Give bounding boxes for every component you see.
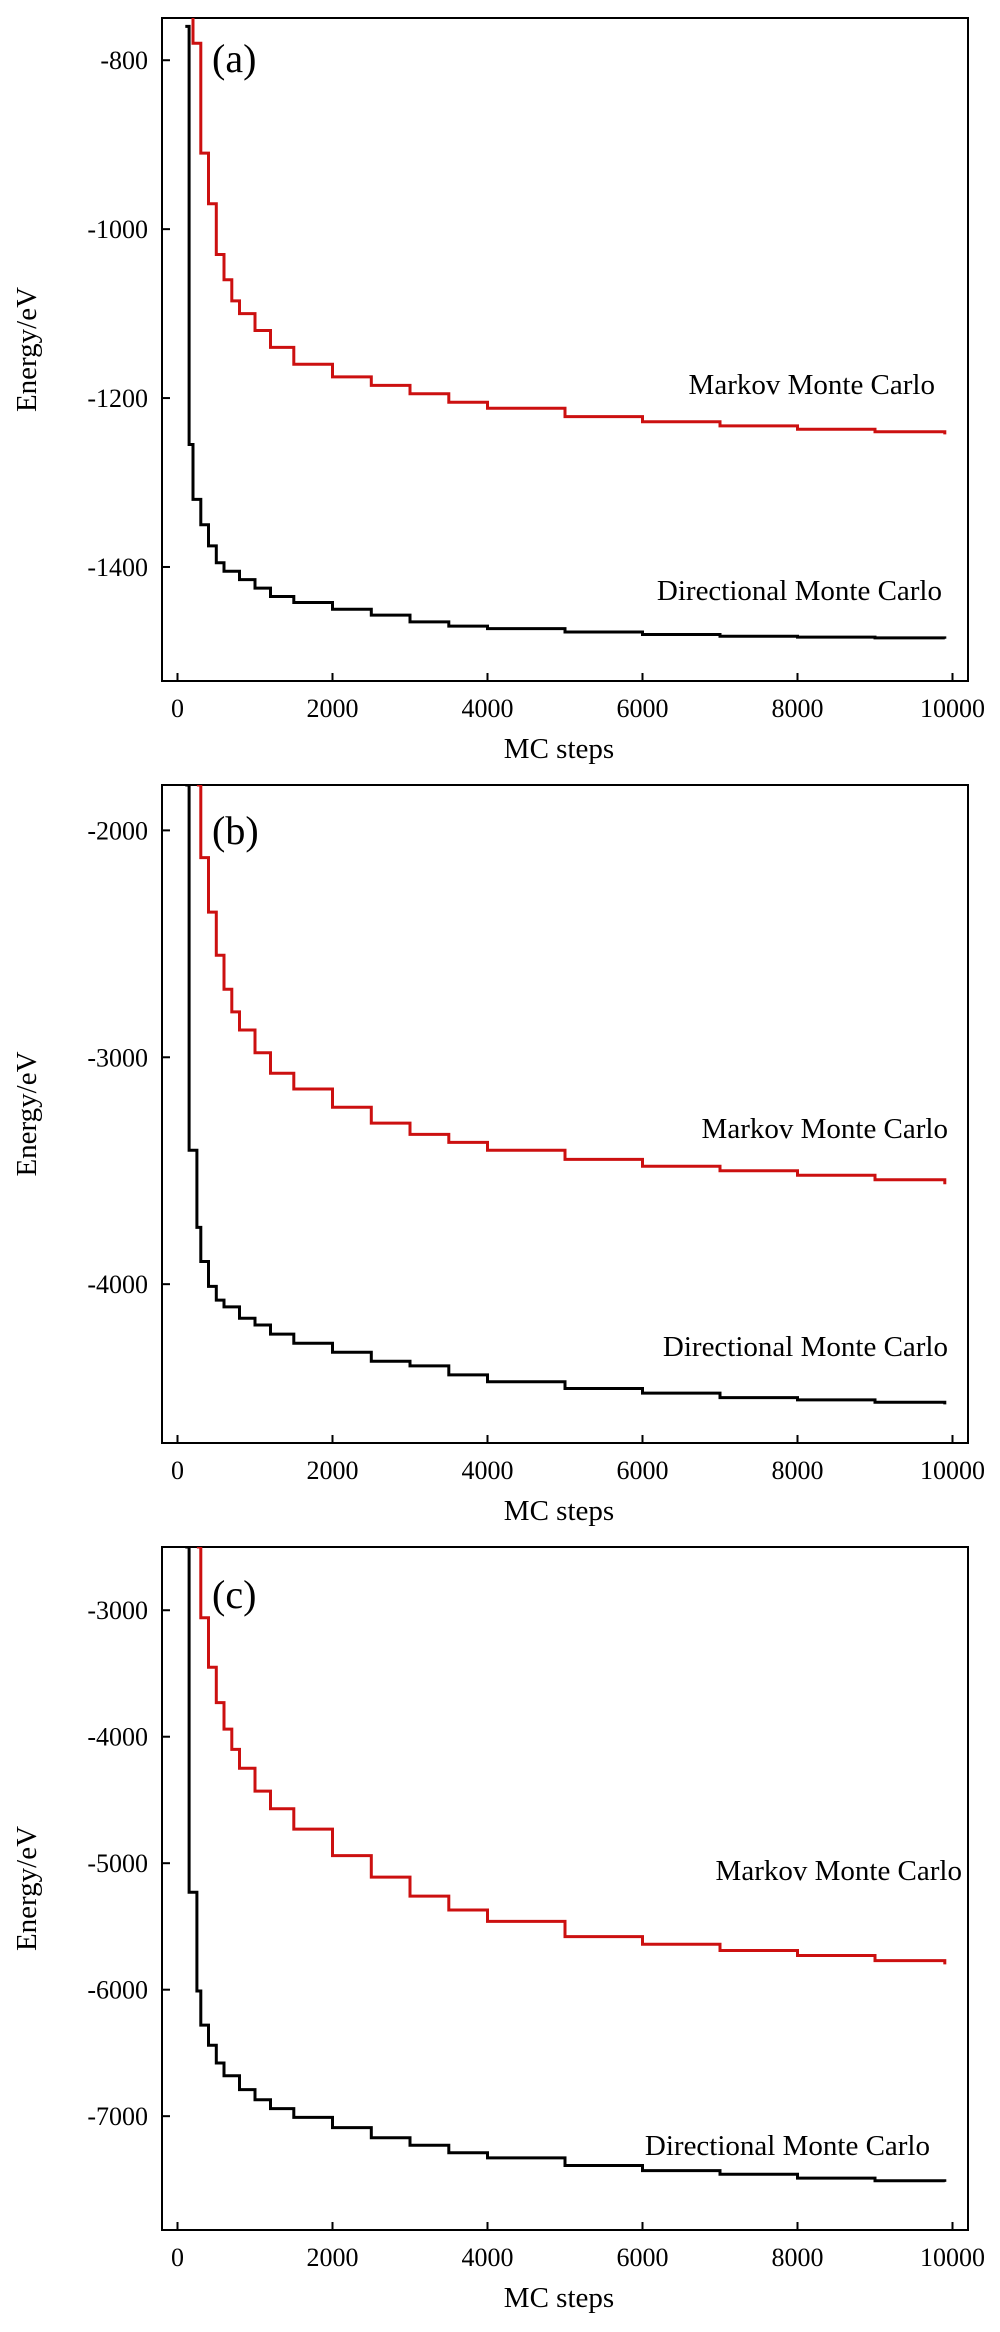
x-tick-label: 0 xyxy=(171,2243,184,2272)
series-label-markov: Markov Monte Carlo xyxy=(702,1113,948,1145)
y-tick-label: -6000 xyxy=(87,1976,148,2005)
series-label-directional: Directional Monte Carlo xyxy=(657,575,942,607)
x-tick-label: 2000 xyxy=(307,694,359,723)
y-tick-label: -1200 xyxy=(87,384,148,413)
y-tick-label: -2000 xyxy=(87,816,148,845)
plot-frame xyxy=(161,17,969,682)
y-tick-label: -5000 xyxy=(87,1849,148,1878)
x-tick-label: 8000 xyxy=(772,694,824,723)
panel-label: (a) xyxy=(212,36,256,81)
panel-label: (b) xyxy=(212,808,259,853)
y-tick-label: -4000 xyxy=(87,1723,148,1752)
y-tick-label: -7000 xyxy=(87,2102,148,2131)
series-line-directional xyxy=(185,785,947,1405)
panel-label: (c) xyxy=(212,1572,256,1617)
x-tick-label: 0 xyxy=(171,1456,184,1485)
series-label-markov: Markov Monte Carlo xyxy=(716,1855,962,1887)
x-tick-label: 2000 xyxy=(307,1456,359,1485)
y-tick-label: -800 xyxy=(100,46,148,75)
x-tick-label: 6000 xyxy=(617,694,669,723)
x-tick-label: 8000 xyxy=(772,1456,824,1485)
y-tick-label: -3000 xyxy=(87,1596,148,1625)
x-tick-label: 10000 xyxy=(920,1456,985,1485)
x-tick-label: 6000 xyxy=(617,2243,669,2272)
chart-panel-b: 0 2000 4000 6000 8000 10000 -2000 -3000 -4000 MC … xyxy=(11,784,985,1527)
y-tick-label: -1000 xyxy=(87,215,148,244)
plot-frame xyxy=(161,784,969,1444)
series-label-directional: Directional Monte Carlo xyxy=(645,2130,930,2162)
y-tick-label: -3000 xyxy=(87,1043,148,1072)
x-tick-label: 2000 xyxy=(307,2243,359,2272)
y-axis-label: Energy/eV xyxy=(11,287,43,412)
y-axis-label: Energy/eV xyxy=(11,1826,43,1951)
series-label-markov: Markov Monte Carlo xyxy=(689,369,935,401)
x-tick-label: 6000 xyxy=(617,1456,669,1485)
x-tick-label: 8000 xyxy=(772,2243,824,2272)
series-line-directional xyxy=(185,1547,947,2183)
x-axis-label: MC steps xyxy=(504,2282,614,2314)
x-tick-label: 10000 xyxy=(920,694,985,723)
series-line-markov xyxy=(191,18,947,435)
y-tick-label: -1400 xyxy=(87,553,148,582)
x-tick-label: 4000 xyxy=(462,2243,514,2272)
x-tick-label: 10000 xyxy=(920,2243,985,2272)
x-tick-label: 4000 xyxy=(462,1456,514,1485)
plot-frame xyxy=(161,1546,969,2231)
x-axis-label: MC steps xyxy=(504,1495,614,1527)
y-tick-label: -4000 xyxy=(87,1270,148,1299)
series-line-markov xyxy=(196,785,947,1185)
chart-panel-a: 0 2000 4000 6000 8000 10000 -800 -1000 -1200 -140… xyxy=(11,17,985,765)
y-axis-label: Energy/eV xyxy=(11,1051,43,1176)
x-axis-label: MC steps xyxy=(504,733,614,765)
x-tick-label: 4000 xyxy=(462,694,514,723)
series-line-markov xyxy=(196,1547,947,1965)
chart-panel-c: 0 2000 4000 6000 8000 10000 -3000 -4000 -5000 -60… xyxy=(11,1546,985,2314)
series-label-directional: Directional Monte Carlo xyxy=(663,1331,948,1363)
series-line-directional xyxy=(185,24,947,640)
x-tick-label: 0 xyxy=(171,694,184,723)
